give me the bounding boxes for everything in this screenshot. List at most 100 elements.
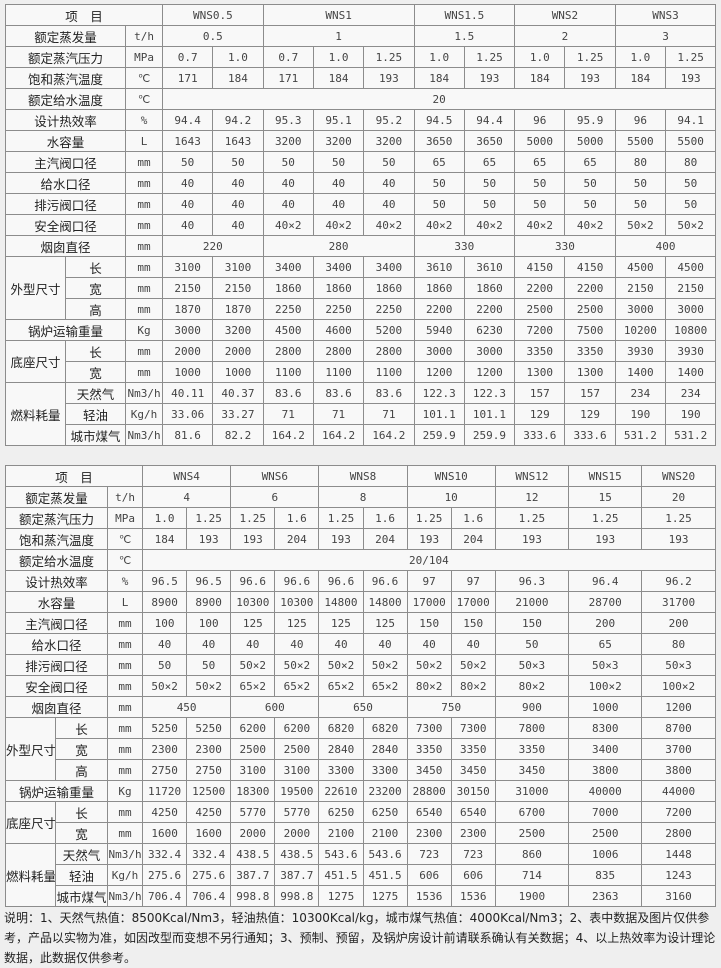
value-cell: 3100	[274, 759, 320, 781]
sub-label: 天然气	[55, 843, 108, 865]
value-cell: 80×2	[494, 675, 570, 697]
value-cell: 190	[665, 403, 717, 425]
value-cell: 184	[514, 67, 566, 89]
value-cell: 40×2	[262, 214, 314, 236]
unit: mm	[106, 738, 144, 760]
value-cell: 2100	[318, 822, 364, 844]
model-header: WNS15	[568, 465, 643, 487]
value-cell: 4600	[312, 319, 365, 341]
model-header: WNS12	[494, 465, 570, 487]
value-cell: 3350	[406, 738, 452, 760]
unit: mm	[124, 214, 164, 236]
value-cell: 40×2	[463, 214, 516, 236]
value-cell: 330	[413, 235, 516, 257]
spec-table: 项 目 WNS4 WNS6 WNS8 WNS10 WNS12 WNS15 WNS20 额定蒸发量…	[4, 465, 716, 907]
value-cell: 4	[142, 486, 232, 508]
model-header: WNS2	[514, 4, 616, 26]
value-cell: 96.6	[274, 570, 320, 592]
value-cell: 6250	[362, 801, 408, 823]
value-cell: 40	[162, 193, 214, 215]
unit: Nm3/h	[106, 885, 144, 907]
unit: Nm3/h	[124, 424, 164, 446]
group-label: 燃料耗量	[5, 843, 56, 907]
value-cell: 6230	[463, 319, 516, 341]
value-cell: 31700	[641, 591, 716, 613]
value-cell: 50	[142, 654, 188, 676]
value-cell: 1860	[413, 277, 465, 299]
unit: mm	[106, 675, 144, 697]
value-cell: 650	[318, 696, 408, 718]
spec-table: 项 目 WNS0.5 WNS1 WNS1.5 WNS2 WNS3 额定蒸发量 t/h 0.5 1 1…	[4, 4, 717, 446]
group-label: 外型尺寸	[5, 717, 56, 781]
value-cell: 3800	[641, 759, 716, 781]
row-label: 额定给水温度	[5, 88, 126, 110]
value-cell: 0.7	[162, 46, 214, 68]
value-cell: 3350	[494, 738, 570, 760]
value-cell: 184	[212, 67, 264, 89]
value-cell: 2300	[406, 822, 452, 844]
value-cell: 150	[450, 612, 496, 634]
value-cell: 204	[362, 528, 408, 550]
value-cell: 83.6	[312, 382, 365, 404]
value-cell: 7000	[568, 801, 643, 823]
unit: Kg/h	[124, 403, 164, 425]
value-cell: 40	[262, 193, 314, 215]
value-cell: 7300	[406, 717, 452, 739]
value-cell: 998.8	[230, 885, 276, 907]
value-cell: 101.1	[413, 403, 465, 425]
value-cell: 3300	[318, 759, 364, 781]
value-cell: 6540	[406, 801, 452, 823]
value-cell: 0.7	[262, 46, 314, 68]
sub-label: 城市煤气	[65, 424, 126, 446]
value-cell: 750	[406, 696, 496, 718]
value-cell: 95.2	[363, 109, 415, 131]
value-cell: 50	[212, 151, 264, 173]
unit: Kg/h	[106, 864, 144, 886]
value-cell: 125	[230, 612, 276, 634]
value-cell: 3000	[665, 298, 717, 320]
value-cell: 80×2	[450, 675, 496, 697]
value-cell: 40×2	[312, 214, 365, 236]
value-cell: 330	[514, 235, 616, 257]
value-cell: 3100	[212, 256, 264, 278]
value-cell: 193	[641, 528, 716, 550]
value-cell: 71	[363, 403, 415, 425]
sub-label: 天然气	[65, 382, 126, 404]
value-cell: 1448	[641, 843, 716, 865]
value-cell: 50	[614, 172, 667, 194]
value-cell: 3	[614, 25, 717, 47]
value-cell: 171	[262, 67, 314, 89]
unit: mm	[124, 193, 164, 215]
value-cell: 193	[494, 528, 570, 550]
value-cell: 65	[514, 151, 566, 173]
value-cell: 7200	[641, 801, 716, 823]
value-cell: 3450	[450, 759, 496, 781]
model-header: WNS20	[641, 465, 716, 487]
value-cell: 900	[494, 696, 570, 718]
group-label: 外型尺寸	[5, 256, 66, 320]
value-cell: 1200	[413, 361, 465, 383]
sub-label: 宽	[65, 361, 126, 383]
value-cell: 1.25	[406, 507, 452, 529]
value-cell: 97	[406, 570, 452, 592]
value-cell: 3000	[463, 340, 516, 362]
value-cell: 65×2	[362, 675, 408, 697]
value-cell: 1.25	[568, 507, 643, 529]
value-cell: 23200	[362, 780, 408, 802]
value-cell: 6700	[494, 801, 570, 823]
value-cell: 3700	[641, 738, 716, 760]
value-cell: 3200	[262, 130, 314, 152]
value-cell: 80	[614, 151, 667, 173]
value-cell: 129	[514, 403, 566, 425]
value-cell: 7500	[564, 319, 616, 341]
value-cell: 10200	[614, 319, 667, 341]
value-cell: 96.6	[362, 570, 408, 592]
value-cell: 1243	[641, 864, 716, 886]
model-header: WNS4	[142, 465, 232, 487]
value-cell: 333.6	[514, 424, 566, 446]
value-cell: 50	[413, 172, 465, 194]
value-cell: 7300	[450, 717, 496, 739]
value-cell: 40	[212, 214, 264, 236]
value-cell: 40	[363, 193, 415, 215]
value-cell: 6540	[450, 801, 496, 823]
